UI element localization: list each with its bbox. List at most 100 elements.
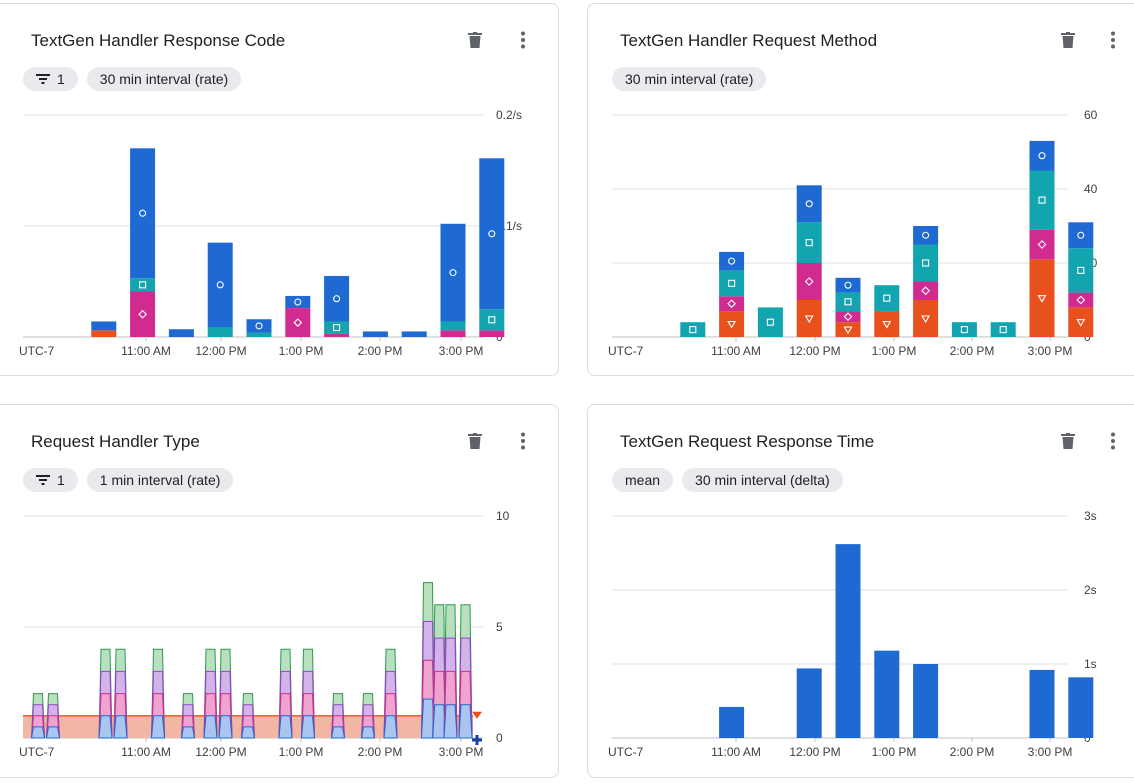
area-spike <box>383 715 398 739</box>
bar-segment <box>324 321 350 334</box>
bar-segment <box>440 330 466 337</box>
bar-segment <box>835 292 861 312</box>
diamond-marker <box>138 309 147 319</box>
more-vert-icon[interactable] <box>511 429 535 453</box>
x-tick-label: 2:00 PM <box>358 344 403 358</box>
area-spike <box>150 715 166 739</box>
triangle-marker <box>804 315 814 324</box>
bar-segment <box>719 251 745 271</box>
x-tick-label: 3:00 PM <box>1028 745 1073 759</box>
timezone-label: UTC-7 <box>608 344 644 358</box>
bar-segment <box>130 278 156 292</box>
interval-chip[interactable]: 30 min interval (delta) <box>682 468 843 492</box>
bar-segment <box>1029 140 1055 171</box>
filter-icon <box>36 74 50 84</box>
bar-segment <box>479 158 505 310</box>
x-tick-label: 1:00 PM <box>279 344 324 358</box>
bar-segment <box>680 322 706 337</box>
area-spike <box>98 715 113 739</box>
bar-segment <box>440 223 466 322</box>
x-tick-label: 1:00 PM <box>872 745 917 759</box>
bar-segment <box>324 275 350 322</box>
bar-segment <box>874 311 900 337</box>
bar-segment <box>913 226 939 245</box>
bar-segment <box>168 329 194 337</box>
interval-chip[interactable]: 30 min interval (rate) <box>86 67 242 91</box>
area-spike <box>443 704 458 739</box>
area-spike <box>113 715 128 739</box>
chart-card-request-method: TextGen Handler Request Method 30 min in… <box>587 3 1134 376</box>
bar-segment <box>1029 259 1055 337</box>
bar-segment <box>913 244 939 282</box>
card-title: TextGen Handler Response Code <box>31 31 286 50</box>
filter-chip[interactable]: 1 <box>23 67 78 91</box>
triangle-marker <box>1076 319 1086 327</box>
bar-segment <box>719 296 745 312</box>
more-vert-icon[interactable] <box>1101 429 1125 453</box>
square-marker <box>922 259 930 267</box>
bar-segment <box>1068 248 1094 293</box>
circle-marker <box>488 230 496 238</box>
area-spike <box>240 726 256 739</box>
x-tick-label: 3:00 PM <box>439 344 484 358</box>
filter-icon <box>36 475 50 485</box>
square-marker <box>1038 196 1046 204</box>
bar-segment <box>1068 222 1094 249</box>
filter-count: 1 <box>57 71 65 87</box>
y-tick-label: 5 <box>496 620 503 634</box>
circle-marker <box>805 200 813 208</box>
bar-segment <box>324 333 350 337</box>
x-tick-label: 3:00 PM <box>1028 344 1073 358</box>
delete-icon[interactable] <box>1056 429 1080 453</box>
x-tick-label: 12:00 PM <box>195 344 246 358</box>
bar-segment <box>130 148 156 279</box>
interval-chip[interactable]: 30 min interval (rate) <box>612 67 767 91</box>
delete-icon[interactable] <box>463 28 487 52</box>
bar-segment <box>130 291 156 337</box>
diamond-marker <box>843 312 853 322</box>
plus-end-marker <box>472 735 482 745</box>
more-vert-icon[interactable] <box>1101 28 1125 52</box>
timezone-label: UTC-7 <box>19 344 55 358</box>
area-spike <box>458 704 473 739</box>
timezone-label: UTC-7 <box>19 745 55 759</box>
bar-segment <box>913 664 939 738</box>
y-tick-label: 0.2/s <box>496 108 522 122</box>
bar-segment <box>796 185 822 223</box>
y-tick-label: 1s <box>1084 657 1097 671</box>
delete-icon[interactable] <box>463 429 487 453</box>
chart-card-response-code: TextGen Handler Response Code 1 30 min i… <box>0 3 559 376</box>
x-tick-label: 1:00 PM <box>279 745 324 759</box>
bar-segment <box>479 330 505 337</box>
square-marker <box>728 279 736 287</box>
diamond-marker <box>804 277 814 286</box>
bar-segment <box>719 311 745 337</box>
bar-segment <box>719 706 745 738</box>
more-vert-icon[interactable] <box>511 28 535 52</box>
aligner-chip[interactable]: mean <box>612 468 674 492</box>
square-marker <box>844 298 852 306</box>
bar-segment <box>1029 229 1055 260</box>
square-marker <box>689 326 697 334</box>
bar-segment <box>1068 677 1094 738</box>
area-spike <box>420 698 436 739</box>
bar-segment <box>91 321 117 331</box>
diamond-marker <box>1037 240 1047 249</box>
area-spike <box>330 726 346 739</box>
circle-marker <box>1077 231 1085 239</box>
area-spike <box>45 726 61 739</box>
triangle-marker <box>1037 295 1047 303</box>
square-marker <box>488 316 496 324</box>
area-spike <box>30 726 46 739</box>
filter-chip[interactable]: 1 <box>23 468 78 492</box>
delete-icon[interactable] <box>1056 28 1080 52</box>
bar-segment <box>913 300 939 337</box>
square-marker <box>960 326 968 334</box>
interval-chip[interactable]: 1 min interval (rate) <box>86 468 234 492</box>
y-tick-label: 3s <box>1084 509 1097 523</box>
area-spike <box>432 704 447 739</box>
card-title: TextGen Handler Request Method <box>620 31 878 50</box>
triangle-marker <box>882 321 892 329</box>
bar-segment <box>874 650 900 738</box>
